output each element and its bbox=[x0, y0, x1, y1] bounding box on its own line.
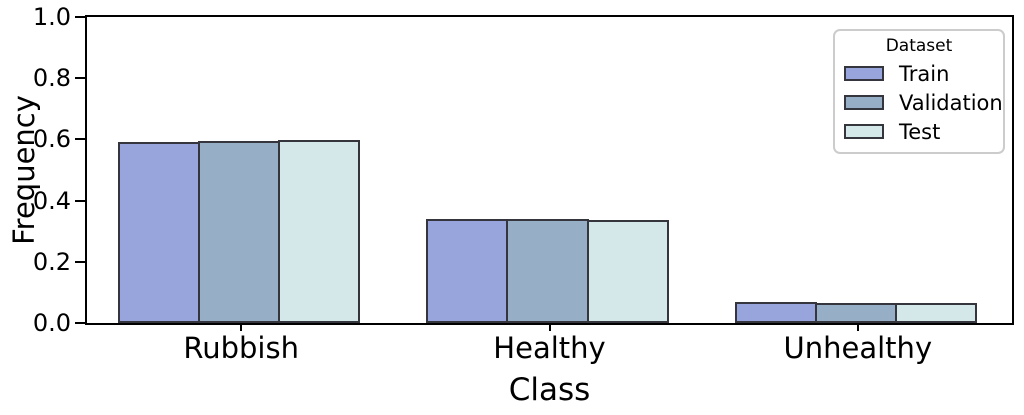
bar-test-unhealthy bbox=[894, 302, 978, 323]
legend-swatch-train bbox=[844, 66, 884, 81]
y-tick-label: 0.8 bbox=[32, 64, 71, 93]
x-tick-mark bbox=[240, 323, 243, 331]
bar-train-healthy bbox=[426, 218, 509, 323]
x-tick-label: Unhealthy bbox=[783, 331, 933, 365]
y-tick-mark bbox=[75, 322, 85, 324]
y-tick-label: 0.0 bbox=[32, 309, 71, 337]
bar-test-healthy bbox=[586, 220, 669, 323]
y-tick-mark bbox=[75, 260, 85, 263]
y-tick-label: 1.0 bbox=[32, 3, 71, 31]
y-tick-mark bbox=[75, 77, 85, 80]
y-tick-label: 0.6 bbox=[32, 125, 71, 154]
legend-item-label: Train bbox=[899, 61, 950, 86]
bar-validation-rubbish bbox=[198, 140, 281, 323]
legend-swatch-test bbox=[844, 124, 884, 139]
y-axis-label: Frequency bbox=[7, 95, 41, 245]
legend-item-validation: Validation bbox=[835, 88, 1003, 117]
x-tick-mark bbox=[548, 323, 551, 331]
legend-title: Dataset bbox=[885, 36, 953, 56]
x-axis-label: Class bbox=[508, 372, 591, 408]
legend-item-label: Validation bbox=[899, 90, 1003, 115]
y-tick-mark bbox=[75, 138, 85, 141]
x-tick-label: Rubbish bbox=[183, 331, 299, 365]
y-tick-mark bbox=[75, 199, 85, 202]
legend-swatch-validation bbox=[844, 95, 884, 110]
legend-item-test: Test bbox=[835, 117, 1003, 146]
y-tick-label: 0.4 bbox=[32, 186, 71, 215]
y-tick-label: 0.2 bbox=[32, 247, 71, 276]
bar-train-unhealthy bbox=[734, 301, 817, 323]
x-tick-label: Healthy bbox=[493, 331, 606, 365]
bar-validation-unhealthy bbox=[814, 303, 897, 323]
bar-train-rubbish bbox=[117, 142, 201, 323]
legend: Dataset Train Validation Test bbox=[833, 29, 1005, 154]
legend-item-train: Train bbox=[835, 59, 1003, 88]
legend-items: Train Validation Test bbox=[835, 59, 1003, 146]
legend-item-label: Test bbox=[899, 119, 941, 144]
y-tick-mark bbox=[75, 16, 85, 18]
bar-test-rubbish bbox=[278, 140, 361, 323]
bar-validation-healthy bbox=[506, 218, 589, 323]
plot-area: 0.0 0.2 0.4 0.6 0.8 1.0 Rubbish Healthy Unhealth… bbox=[33, 3, 1014, 363]
x-tick-mark bbox=[856, 323, 859, 331]
